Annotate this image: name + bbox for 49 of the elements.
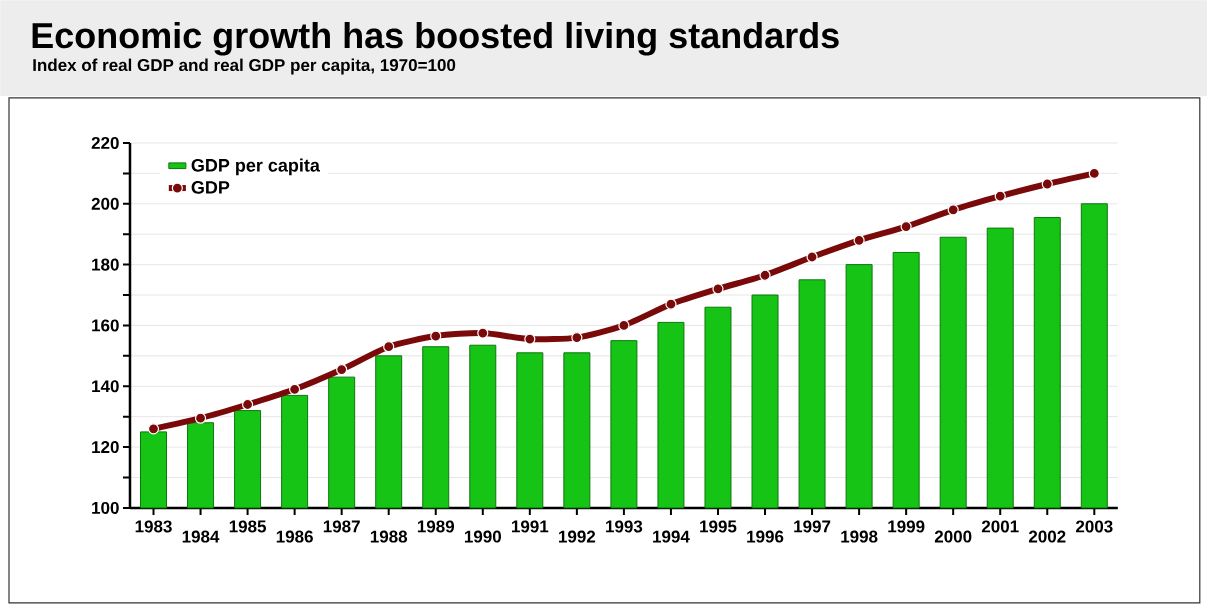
x-tick-label: 2002 [1028,530,1066,543]
point [430,330,442,342]
point [947,204,959,216]
x-tick-label: 1996 [747,530,784,543]
point [289,383,301,395]
x-tick-label: 1995 [700,520,737,533]
x-tick-label: 1999 [888,520,925,533]
point [853,234,865,246]
x-tick-label: 1998 [841,530,878,543]
point [194,412,207,424]
x-tick-label: 1986 [276,530,313,543]
x-tick-label: 2000 [934,530,972,543]
y-tick-label: 160 [92,319,119,332]
x-tick-label: 2001 [981,520,1019,533]
y-tick-label: 220 [91,137,119,150]
x-tick-label: 1983 [135,520,172,533]
x-tick-label: 1984 [182,530,220,543]
x-tick-label: 1994 [653,530,690,543]
chart-title: Economic growth has boosted living standards [32,21,839,56]
x-tick-label: 2003 [1075,520,1113,533]
x-tick-label: 1992 [559,530,596,543]
y-tick-label: 200 [91,197,119,210]
x-tick-label: 1991 [511,520,549,533]
point [524,333,536,345]
point [994,190,1006,202]
x-tick-label: 1985 [229,520,267,533]
legend-label: GDP [191,181,230,194]
x-tick-label: 1990 [464,530,501,543]
x-tick-label: 1988 [370,530,408,543]
x-tick-label: 1997 [794,520,831,533]
y-tick-label: 120 [92,441,119,454]
point [241,398,254,411]
point [759,269,771,281]
point [618,319,630,332]
point [1041,178,1053,190]
point [712,283,724,295]
point [477,327,489,339]
point [806,251,818,263]
y-tick-label: 180 [92,258,119,271]
legend-label: GDP per capita [191,158,321,176]
chart-subtitle: Index of real GDP and real GDP per capita, 1970=100 [33,58,456,75]
x-tick-label: 1987 [323,520,360,533]
y-tick-label: 140 [92,380,119,393]
x-tick-label: 1993 [606,520,643,533]
x-tick-label: 1989 [417,520,455,533]
y-tick-label: 100 [92,501,119,514]
point [383,341,395,353]
point [147,423,160,435]
point [665,298,677,310]
